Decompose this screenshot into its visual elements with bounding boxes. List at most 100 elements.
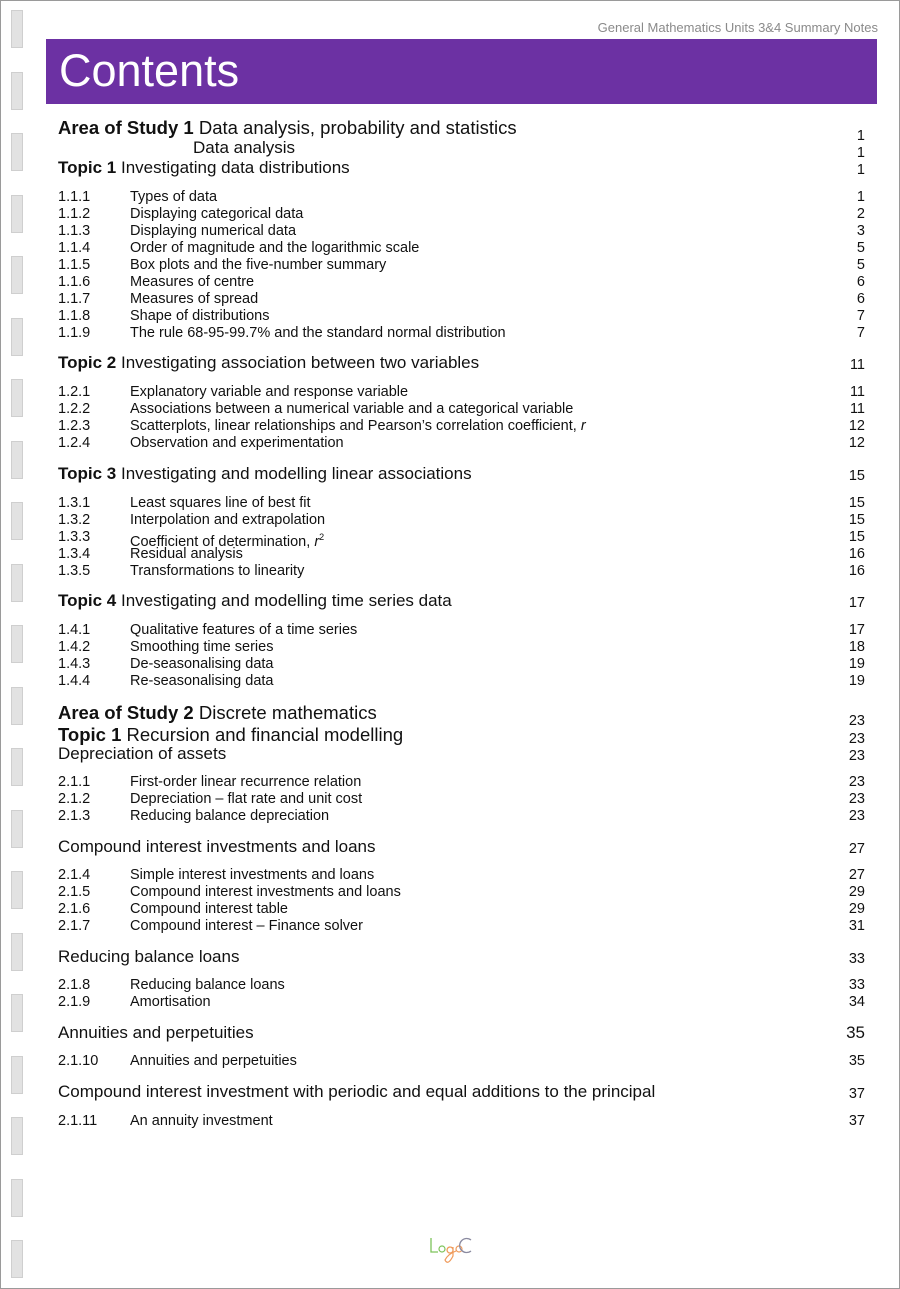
entry-page-number: 23 bbox=[848, 731, 865, 747]
entry-variable: r bbox=[580, 418, 586, 434]
entry-number: 1.3.2 bbox=[58, 512, 91, 528]
entry-title-text: De-seasonalising data bbox=[130, 656, 274, 672]
entry-title: Shape of distributions bbox=[130, 308, 269, 325]
toc-entry-item[interactable]: 2.1.8 Reducing balance loans 33 bbox=[58, 977, 865, 997]
toc-entry-item[interactable]: 1.4.4 Re-seasonalising data 19 bbox=[58, 673, 865, 693]
toc-entry-section[interactable]: Annuities and perpetuities 35 bbox=[58, 1023, 865, 1043]
entry-title: Investigating and modelling time series … bbox=[120, 591, 452, 610]
entry-title-text: Least squares line of best fit bbox=[130, 495, 311, 511]
entry-page-number: 17 bbox=[848, 622, 865, 638]
toc-entry-item[interactable]: 2.1.9 Amortisation 34 bbox=[58, 994, 865, 1014]
entry-number: 2.1.7 bbox=[58, 918, 91, 934]
entry-title: Reducing balance depreciation bbox=[130, 808, 329, 825]
toc-entry-section[interactable]: Reducing balance loans 33 bbox=[58, 947, 865, 967]
toc-entry-item[interactable]: 1.3.2 Interpolation and extrapolation 15 bbox=[58, 512, 865, 532]
entry-label: Topic 4 bbox=[58, 591, 117, 610]
toc-entry-topic[interactable]: Topic 2 Investigating association betwee… bbox=[58, 353, 865, 373]
toc-entry-item[interactable]: 1.1.9 The rule 68-95-99.7% and the standa… bbox=[58, 325, 865, 345]
entry-title-text: An annuity investment bbox=[130, 1113, 273, 1129]
entry-page-number: 33 bbox=[848, 977, 865, 993]
toc-entry-item[interactable]: 2.1.3 Reducing balance depreciation 23 bbox=[58, 808, 865, 828]
toc-entry-item[interactable]: 1.3.4 Residual analysis 16 bbox=[58, 546, 865, 566]
entry-title-text: The rule 68-95-99.7% and the standard no… bbox=[130, 325, 506, 341]
entry-page-number: 7 bbox=[856, 308, 865, 324]
entry-title-text: Explanatory variable and response variab… bbox=[130, 384, 409, 400]
toc-entry-item[interactable]: 1.2.2 Associations between a numerical va… bbox=[58, 401, 865, 421]
toc-entry-item[interactable]: 1.2.4 Observation and experimentation 12 bbox=[58, 435, 865, 455]
entry-title: Transformations to linearity bbox=[130, 563, 304, 580]
entry-title: Compound interest – Finance solver bbox=[130, 918, 363, 935]
toc-entry-aos[interactable]: Area of Study 1 Data analysis, probabili… bbox=[58, 117, 865, 144]
entry-heading: Topic 2 Investigating association betwee… bbox=[58, 353, 479, 373]
entry-title: Compound interest investments and loans bbox=[130, 884, 401, 901]
entry-title-text: First-order linear recurrence relation bbox=[130, 774, 362, 790]
toc-entry-item[interactable]: 2.1.2 Depreciation – flat rate and unit c… bbox=[58, 791, 865, 811]
entry-superscript: 2 bbox=[319, 532, 325, 542]
entry-number: 2.1.1 bbox=[58, 774, 91, 790]
toc-entry-sub[interactable]: Data analysis 1 bbox=[58, 138, 865, 161]
toc-entry-item[interactable]: 2.1.7 Compound interest – Finance solver 3… bbox=[58, 918, 865, 938]
toc-entry-aos[interactable]: Topic 1 Recursion and financial modellin… bbox=[58, 724, 865, 747]
toc-entry-item[interactable]: 1.4.3 De-seasonalising data 19 bbox=[58, 656, 865, 676]
toc-entry-item[interactable]: 2.1.11 An annuity investment 37 bbox=[58, 1113, 865, 1133]
entry-page-number: 6 bbox=[856, 274, 865, 290]
toc-entry-item[interactable]: 1.1.7 Measures of spread 6 bbox=[58, 291, 865, 311]
page-title: Contents bbox=[59, 45, 240, 96]
toc-entry-item[interactable]: 1.1.5 Box plots and the five-number summa… bbox=[58, 257, 865, 277]
entry-page-number: 15 bbox=[848, 468, 865, 484]
entry-title: Compound interest table bbox=[130, 901, 288, 918]
toc-entry-item[interactable]: 1.1.3 Displaying numerical data 3 bbox=[58, 223, 865, 243]
toc-entry-item[interactable]: 2.1.6 Compound interest table 29 bbox=[58, 901, 865, 921]
toc-entry-item[interactable]: 1.3.3 Coefficient of determination, r2 15 bbox=[58, 529, 865, 550]
toc-entry-item[interactable]: 1.2.3 Scatterplots, linear relationships … bbox=[58, 418, 865, 438]
toc-entry-item[interactable]: 1.1.1 Types of data 1 bbox=[58, 189, 865, 209]
toc-entry-item[interactable]: 1.4.1 Qualitative features of a time seri… bbox=[58, 622, 865, 642]
entry-number: 1.1.9 bbox=[58, 325, 91, 341]
toc-entry-item[interactable]: 2.1.1 First-order linear recurrence relat… bbox=[58, 774, 865, 794]
toc-entry-section[interactable]: Depreciation of assets 23 bbox=[58, 744, 865, 764]
entry-page-number: 17 bbox=[848, 595, 865, 611]
toc-entry-item[interactable]: 1.1.2 Displaying categorical data 2 bbox=[58, 206, 865, 226]
binder-hole bbox=[11, 440, 23, 479]
entry-label: Topic 1 bbox=[58, 158, 117, 177]
toc-entry-item[interactable]: 1.1.8 Shape of distributions 7 bbox=[58, 308, 865, 328]
entry-page-number: 23 bbox=[848, 713, 865, 729]
toc-entry-topic[interactable]: Topic 3 Investigating and modelling line… bbox=[58, 464, 865, 484]
entry-page-number: 23 bbox=[848, 791, 865, 807]
toc-entry-aos[interactable]: Area of Study 2 Discrete mathematics 23 bbox=[58, 702, 865, 729]
toc-entry-section[interactable]: Compound interest investments and loans 2… bbox=[58, 837, 865, 857]
toc-entry-item[interactable]: 1.1.6 Measures of centre 6 bbox=[58, 274, 865, 294]
toc-entry-item[interactable]: 2.1.5 Compound interest investments and l… bbox=[58, 884, 865, 904]
binder-hole bbox=[11, 625, 23, 663]
entry-title: Investigating data distributions bbox=[120, 158, 350, 177]
entry-page-number: 35 bbox=[848, 1053, 865, 1069]
binder-hole bbox=[11, 686, 23, 725]
toc-entry-item[interactable]: 1.3.1 Least squares line of best fit 15 bbox=[58, 495, 865, 515]
entry-number: 1.1.3 bbox=[58, 223, 91, 239]
entry-page-number: 11 bbox=[849, 384, 865, 400]
entry-title: Discrete mathematics bbox=[198, 702, 377, 723]
entry-number: 2.1.10 bbox=[58, 1053, 99, 1069]
entry-title-text: Order of magnitude and the logarithmic s… bbox=[130, 240, 420, 256]
toc-entry-section[interactable]: Compound interest investment with period… bbox=[58, 1082, 865, 1102]
entry-title: Data analysis, probability and statistic… bbox=[198, 117, 517, 138]
entry-title: Interpolation and extrapolation bbox=[130, 512, 325, 529]
toc-entry-item[interactable]: 1.3.5 Transformations to linearity 16 bbox=[58, 563, 865, 583]
binder-hole bbox=[11, 317, 23, 356]
toc-entry-item[interactable]: 2.1.10 Annuities and perpetuities 35 bbox=[58, 1053, 865, 1073]
entry-number: 1.2.2 bbox=[58, 401, 91, 417]
toc-entry-item[interactable]: 2.1.4 Simple interest investments and loa… bbox=[58, 867, 865, 887]
binder-hole bbox=[11, 932, 23, 971]
entry-page-number: 5 bbox=[856, 257, 865, 273]
toc-entry-topic[interactable]: Topic 4 Investigating and modelling time… bbox=[58, 591, 865, 611]
entry-title: Qualitative features of a time series bbox=[130, 622, 357, 639]
entry-title-text: Box plots and the five-number summary bbox=[130, 257, 387, 273]
toc-entry-topic[interactable]: Topic 1 Investigating data distributions… bbox=[58, 158, 865, 178]
toc-entry-item[interactable]: 1.1.4 Order of magnitude and the logarith… bbox=[58, 240, 865, 260]
entry-page-number: 19 bbox=[848, 673, 865, 689]
toc-entry-item[interactable]: 1.4.2 Smoothing time series 18 bbox=[58, 639, 865, 659]
entry-title-text: Reducing balance loans bbox=[130, 977, 285, 993]
binder-hole bbox=[11, 1117, 23, 1155]
toc-entry-item[interactable]: 1.2.1 Explanatory variable and response v… bbox=[58, 384, 865, 404]
entry-page-number: 29 bbox=[848, 884, 865, 900]
